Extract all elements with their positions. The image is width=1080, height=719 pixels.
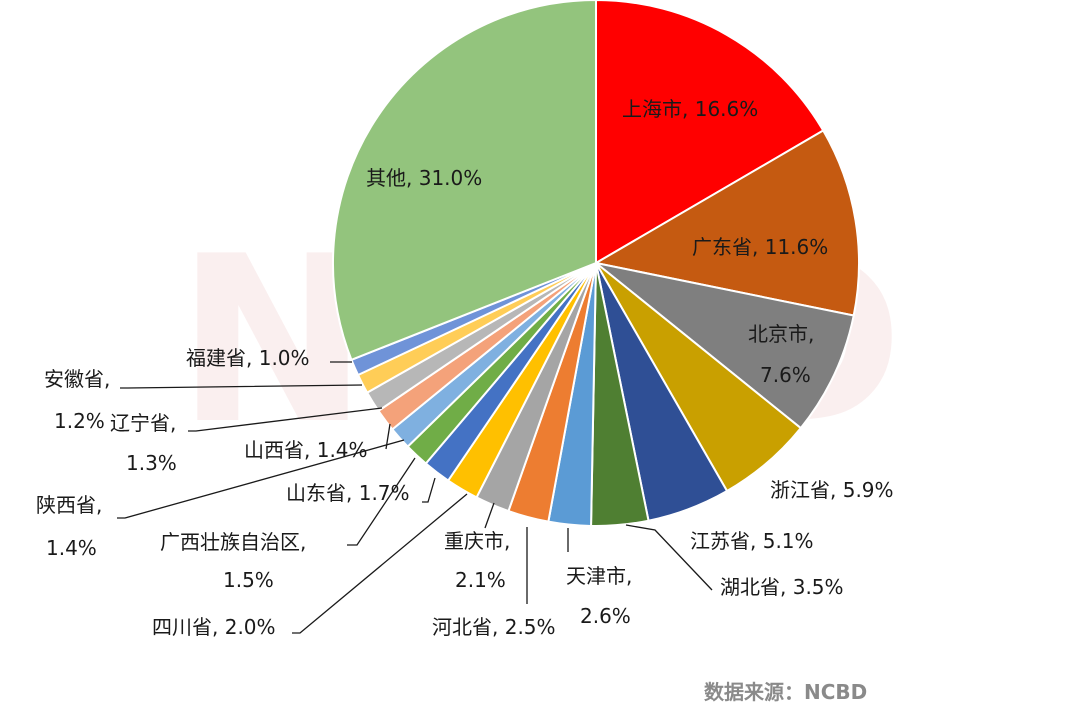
leader-line-8: [484, 502, 495, 529]
slice-label-17: 其他, 31.0%: [366, 166, 482, 190]
slice-label-4: 江苏省, 5.1%: [690, 529, 814, 553]
leader-line-14: [188, 407, 383, 432]
slice-label-9: 四川省, 2.0%: [152, 615, 276, 639]
slice-label-13: 山西省, 1.4%: [244, 438, 368, 462]
leader-line-10: [422, 477, 436, 503]
slice-label-6-line-1: 2.6%: [580, 604, 631, 628]
pie-slice-0: [595, 0, 825, 265]
pie-slice-17: [332, 0, 597, 362]
pie-slice-2: [595, 262, 855, 430]
leader-line-15: [120, 384, 363, 389]
slice-label-15-line-1: 1.2%: [54, 409, 105, 433]
slice-label-1: 广东省, 11.6%: [692, 235, 828, 259]
slice-label-3: 浙江省, 5.9%: [770, 478, 894, 502]
slice-label-14-line-1: 1.3%: [126, 451, 177, 475]
leader-line-9: [292, 493, 468, 634]
slice-label-5: 湖北省, 3.5%: [720, 575, 844, 599]
slice-label-12-line-0: 陕西省,: [36, 493, 102, 517]
pie-slice-1: [593, 129, 860, 317]
slice-label-8-line-1: 2.1%: [455, 568, 506, 592]
slice-label-2-line-0: 北京市,: [748, 322, 814, 346]
leader-line-12: [117, 439, 405, 519]
source-note: 数据来源：NCBD: [704, 680, 868, 704]
slice-label-6-line-0: 天津市,: [566, 564, 632, 588]
slice-label-14-line-0: 辽宁省,: [110, 411, 176, 435]
slice-label-16: 福建省, 1.0%: [186, 346, 310, 370]
slice-label-0: 上海市, 16.6%: [622, 97, 758, 121]
slice-label-2-line-1: 7.6%: [760, 363, 811, 387]
slice-label-8-line-0: 重庆市,: [444, 529, 510, 553]
slice-label-11-line-1: 1.5%: [223, 568, 274, 592]
slice-label-12-line-1: 1.4%: [46, 536, 97, 560]
leader-line-11: [347, 457, 416, 546]
slice-label-11-line-0: 广西壮族自治区,: [160, 530, 306, 554]
leader-line-13: [385, 423, 391, 450]
slice-label-15-line-0: 安徽省,: [44, 367, 110, 391]
slice-label-10: 山东省, 1.7%: [286, 481, 410, 505]
slice-label-7: 河北省, 2.5%: [432, 615, 556, 639]
leader-line-5: [625, 524, 713, 591]
